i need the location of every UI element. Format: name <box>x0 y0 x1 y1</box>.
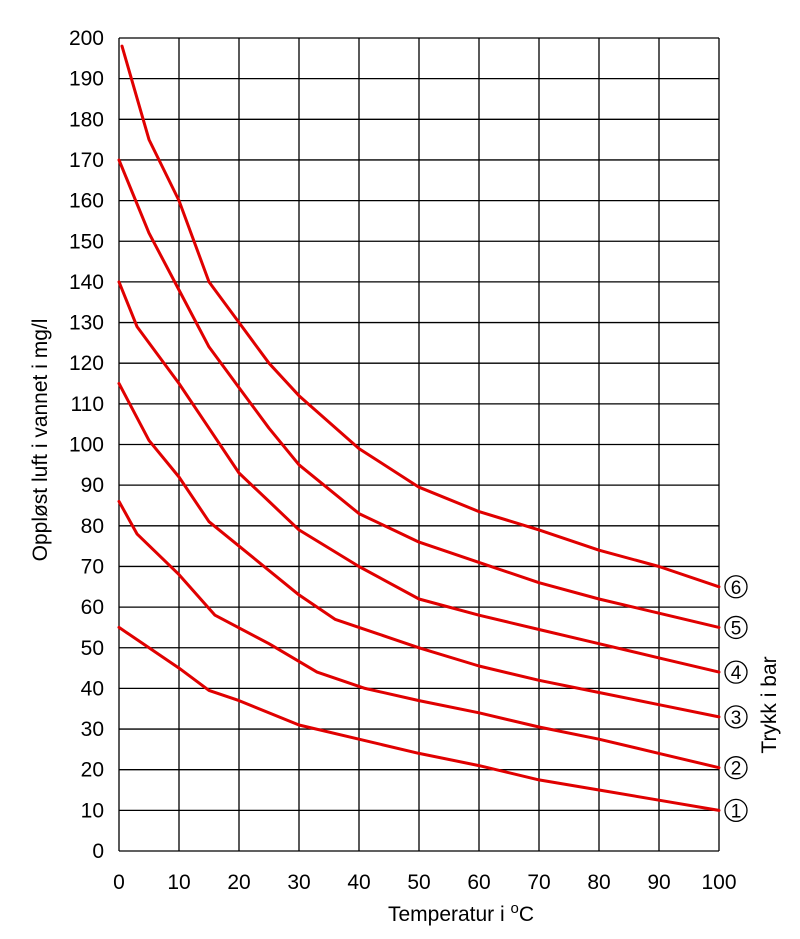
series-label-4: 4 <box>731 663 742 684</box>
series-line-4 <box>117 280 721 674</box>
series-marker-2 <box>724 756 748 780</box>
series-marker-6 <box>724 575 748 599</box>
x-tick-label: 80 <box>587 871 610 894</box>
series-lines <box>117 44 721 812</box>
series-label-5: 5 <box>731 618 742 639</box>
series-label-6: 6 <box>731 578 742 599</box>
y-tick-label: 40 <box>81 677 104 700</box>
series-label-1: 1 <box>731 801 742 822</box>
series-line-1 <box>117 625 721 812</box>
series-marker-3 <box>724 705 748 729</box>
series-line-3 <box>117 382 721 719</box>
x-tick-label: 90 <box>647 871 670 894</box>
y-tick-label: 170 <box>69 149 104 172</box>
x-tick-label: 10 <box>167 871 190 894</box>
series-marker-5 <box>724 615 748 640</box>
y-tick-label: 110 <box>71 393 104 416</box>
y-tick-label: 200 <box>69 27 104 50</box>
legend-title: Trykk i bar <box>758 656 781 753</box>
x-tick-label: 0 <box>113 871 125 894</box>
x-tick-label: 50 <box>407 871 430 894</box>
y-tick-label: 190 <box>69 68 104 91</box>
y-tick-label: 180 <box>69 108 104 131</box>
y-axis-title: Oppløst luft i vannet i mg/l <box>29 319 52 562</box>
y-tick-label: 10 <box>81 799 104 822</box>
y-tick-label: 0 <box>92 840 104 863</box>
series-marker-1 <box>724 798 748 822</box>
y-tick-label: 80 <box>81 515 104 538</box>
series-label-2: 2 <box>731 759 742 780</box>
series-line-2 <box>117 499 721 770</box>
y-tick-label: 160 <box>69 190 104 213</box>
y-tick-label: 60 <box>81 596 104 619</box>
y-tick-label: 130 <box>69 312 104 335</box>
x-tick-label: 70 <box>527 871 550 894</box>
x-tick-label: 60 <box>467 871 490 894</box>
series-line-5 <box>117 158 721 629</box>
y-tick-label: 70 <box>81 555 104 578</box>
x-axis-title: Temperatur i oC <box>388 900 534 926</box>
y-tick-label: 30 <box>81 718 104 741</box>
series-label-3: 3 <box>731 708 742 729</box>
x-tick-label: 100 <box>701 871 736 894</box>
x-tick-label: 30 <box>287 871 310 894</box>
x-tick-label: 40 <box>347 871 370 894</box>
x-tick-label: 20 <box>227 871 250 894</box>
y-tick-label: 100 <box>69 434 104 457</box>
series-line-6 <box>120 44 721 589</box>
x-axis-ticks: 0 10 20 30 40 50 60 70 80 90 100 <box>113 871 736 894</box>
series-markers: 1 2 3 4 5 6 <box>724 575 748 822</box>
y-tick-label: 50 <box>81 637 104 660</box>
y-axis-ticks: 0 10 20 30 40 50 60 70 80 90 100 110 120 130 140 150 160… <box>69 27 104 863</box>
series-marker-4 <box>724 660 748 684</box>
y-tick-label: 140 <box>69 271 104 294</box>
grid <box>118 37 720 852</box>
y-tick-label: 90 <box>81 474 104 497</box>
y-tick-label: 20 <box>81 759 104 782</box>
y-tick-label: 150 <box>69 230 104 253</box>
y-tick-label: 120 <box>69 352 104 375</box>
